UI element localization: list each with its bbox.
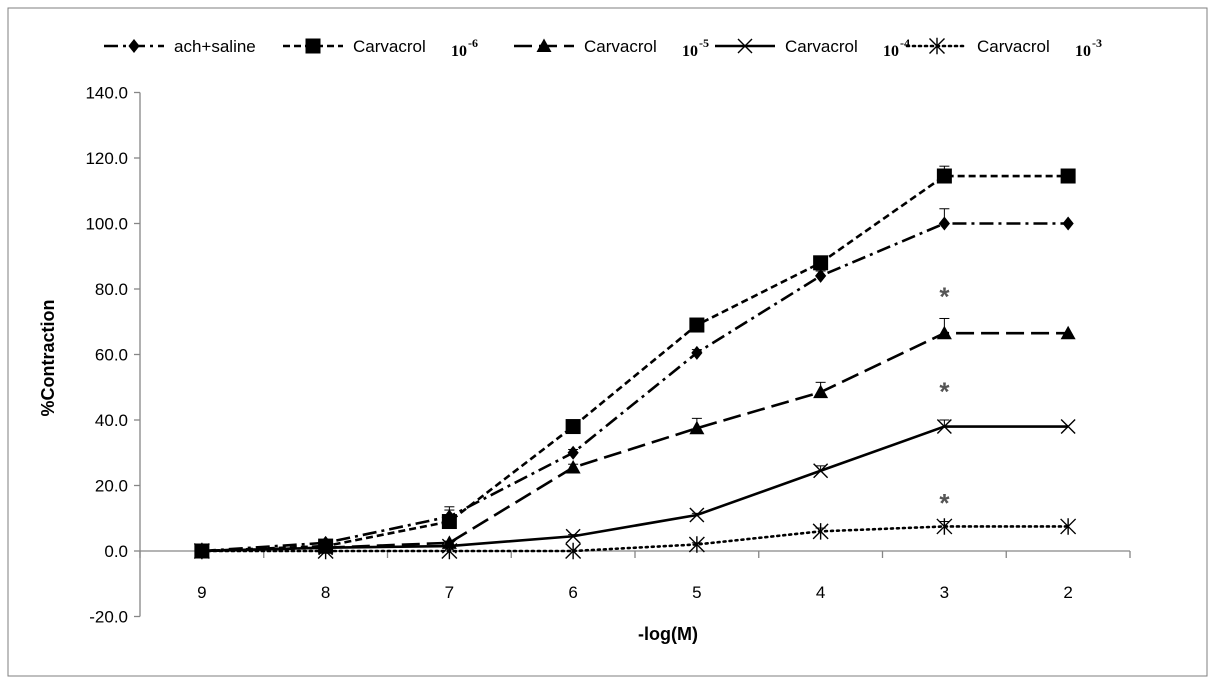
point-marker — [1060, 325, 1076, 340]
legend-exponent-base: 10 — [451, 43, 467, 60]
chart-border — [7, 7, 1208, 677]
x-tick-label: 3 — [940, 583, 949, 602]
legend-entry-3: Carvacrol 10 -5 — [514, 36, 709, 60]
y-tick-label: 100.0 — [85, 215, 128, 234]
x-tick-label: 9 — [197, 583, 206, 602]
legend-label: Carvacrol — [977, 37, 1050, 56]
significance-asterisk: * — [939, 377, 950, 407]
series-line — [201, 331, 1069, 553]
significance-asterisk: * — [939, 282, 950, 312]
y-tick-label: 40.0 — [95, 411, 128, 430]
point-marker — [813, 255, 829, 271]
point-marker — [929, 37, 945, 55]
legend-exponent: -6 — [468, 36, 478, 50]
x-tick-label: 8 — [321, 583, 330, 602]
legend-label: ach+saline — [174, 37, 256, 56]
point-marker — [565, 419, 581, 435]
y-tick-label: 0.0 — [104, 542, 128, 561]
y-tick-label: 140.0 — [85, 84, 128, 103]
legend-entry-1: ach+saline — [104, 37, 256, 56]
legend-label: Carvacrol — [353, 37, 426, 56]
series-line — [201, 425, 1069, 553]
point-marker — [567, 445, 579, 460]
point-marker — [936, 325, 952, 340]
point-marker — [813, 384, 829, 399]
legend-exponent: -3 — [1092, 36, 1102, 50]
y-axis-title: %Contraction — [38, 300, 58, 417]
point-marker — [737, 38, 753, 54]
x-tick-label: 6 — [568, 583, 577, 602]
y-tick-label: -20.0 — [89, 608, 128, 627]
point-marker — [813, 463, 829, 479]
point-marker — [938, 216, 950, 231]
legend-label: Carvacrol — [584, 37, 657, 56]
point-marker — [536, 38, 552, 52]
point-marker — [936, 518, 953, 535]
annotation-layer: * * * — [939, 282, 950, 518]
legend-label: Carvacrol — [785, 37, 858, 56]
series-line — [200, 525, 1070, 553]
series-5 — [193, 518, 1077, 560]
series-line — [201, 174, 1069, 553]
significance-asterisk: * — [939, 488, 950, 518]
legend: ach+saline Carvacrol 10 -6 Carvacrol 10 -5 Carv… — [104, 36, 1102, 60]
point-marker — [1060, 168, 1076, 184]
series-line — [201, 222, 1069, 553]
legend-entry-5: Carvacrol 10 -3 — [905, 36, 1102, 60]
point-marker — [689, 317, 705, 333]
x-tick-label: 7 — [445, 583, 454, 602]
point-marker — [441, 514, 457, 530]
legend-entry-2: Carvacrol 10 -6 — [283, 36, 478, 60]
point-marker — [689, 507, 705, 523]
point-marker — [689, 420, 705, 435]
point-marker — [691, 345, 703, 360]
x-tick-label: 5 — [692, 583, 701, 602]
point-marker — [565, 459, 581, 474]
point-marker — [936, 419, 952, 435]
point-marker — [441, 542, 458, 560]
point-marker — [193, 542, 210, 560]
legend-exponent-base: 10 — [1075, 43, 1091, 60]
point-marker — [1060, 518, 1077, 535]
point-marker — [305, 38, 321, 54]
point-marker — [565, 528, 581, 544]
x-tick-label: 2 — [1063, 583, 1072, 602]
legend-entry-4: Carvacrol 10 -4 — [715, 36, 910, 60]
series-layer — [193, 165, 1077, 560]
legend-exponent-base: 10 — [682, 43, 698, 60]
point-marker — [317, 542, 334, 560]
point-marker — [936, 168, 952, 184]
legend-exponent-base: 10 — [883, 43, 899, 60]
x-axis-title: -log(M) — [638, 624, 698, 644]
point-marker — [565, 542, 582, 560]
y-tick-label: 20.0 — [95, 477, 128, 496]
y-tick-label: 60.0 — [95, 346, 128, 365]
x-tick-label: 4 — [816, 583, 825, 602]
point-marker — [128, 39, 140, 53]
point-marker — [812, 523, 829, 540]
axes: -20.0 0.0 20.0 40.0 60.0 80.0 100.0 120.0 140.0 9… — [85, 84, 1131, 627]
legend-exponent: -5 — [699, 36, 709, 50]
y-tick-label: 120.0 — [85, 149, 128, 168]
point-marker — [688, 536, 705, 553]
point-marker — [1060, 419, 1076, 435]
y-tick-label: 80.0 — [95, 280, 128, 299]
point-marker — [815, 268, 827, 283]
legend-exponent: -4 — [900, 36, 910, 50]
point-marker — [1062, 216, 1074, 231]
